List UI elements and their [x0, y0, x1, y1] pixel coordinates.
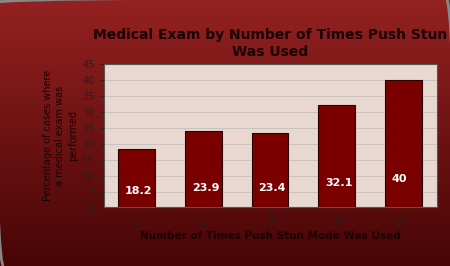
- Text: 23.4: 23.4: [258, 183, 286, 193]
- Title: Medical Exam by Number of Times Push Stun
Was Used: Medical Exam by Number of Times Push Stu…: [93, 28, 447, 59]
- Bar: [318, 105, 355, 207]
- Bar: [385, 80, 422, 207]
- Text: 23.9: 23.9: [192, 183, 219, 193]
- Text: 18.2: 18.2: [125, 186, 153, 196]
- Text: 40: 40: [392, 173, 407, 184]
- Bar: [185, 131, 222, 207]
- Y-axis label: Percentage of cases where
a medical exam was
performed: Percentage of cases where a medical exam…: [43, 70, 78, 201]
- Bar: [252, 133, 288, 207]
- Text: 32.1: 32.1: [325, 178, 352, 188]
- X-axis label: Number of Times Push Stun Mode Was Used: Number of Times Push Stun Mode Was Used: [140, 231, 401, 241]
- Bar: [118, 149, 155, 207]
